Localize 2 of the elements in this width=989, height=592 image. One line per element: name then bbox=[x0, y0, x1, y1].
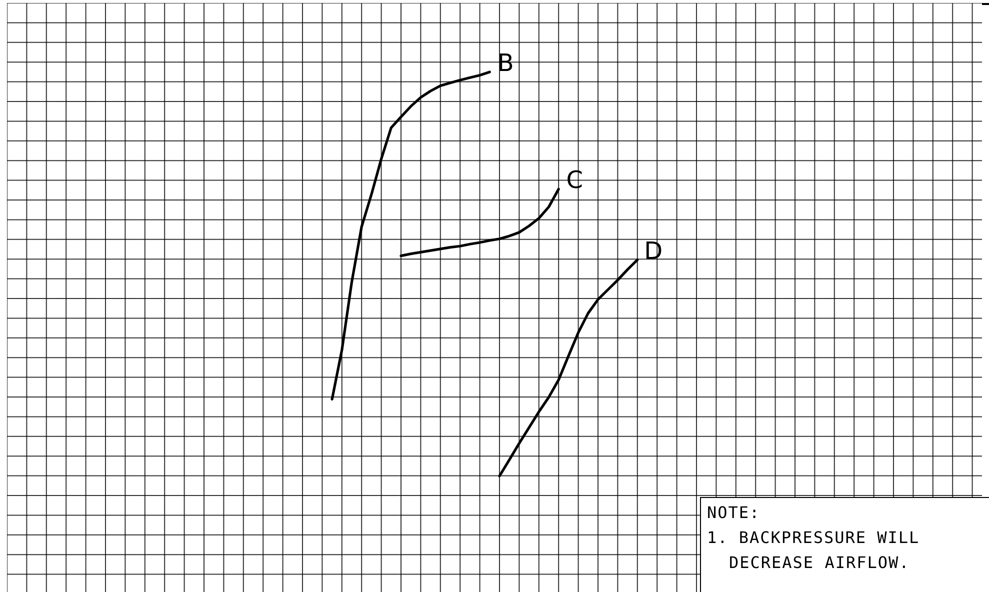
text: 1. BACKPRESSURE WILL DECREASE AIRFLOW. bbox=[707, 527, 921, 574]
text: NOTE: bbox=[707, 502, 762, 524]
